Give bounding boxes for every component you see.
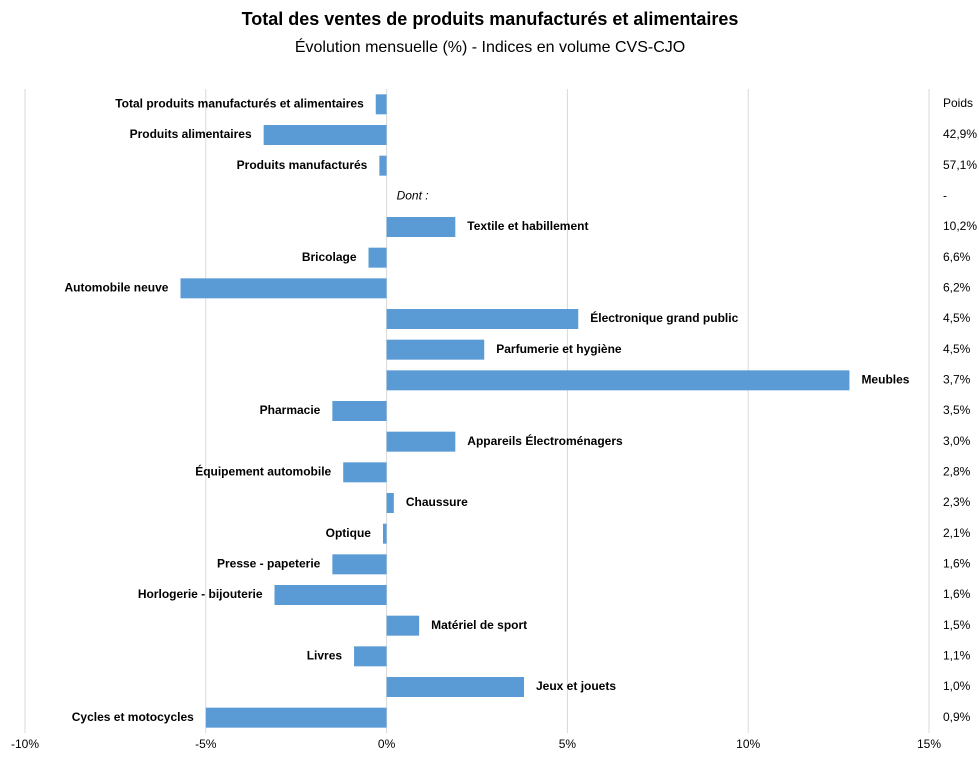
weight-label: 1,1% [943, 649, 971, 663]
category-label: Matériel de sport [431, 618, 527, 632]
weight-label: 0,9% [943, 710, 971, 724]
category-label: Presse - papeterie [217, 557, 321, 571]
bar [386, 339, 485, 360]
chart-title: Total des ventes de produits manufacturé… [242, 9, 739, 29]
weight-label: 6,6% [943, 250, 971, 264]
x-tick-label: 15% [917, 737, 941, 751]
weight-label: 42,9% [943, 127, 977, 141]
category-label: Horlogerie - bijouterie [138, 587, 263, 601]
bar [382, 523, 387, 544]
bar [386, 493, 394, 513]
weight-label: 2,1% [943, 526, 971, 540]
bar [343, 462, 387, 483]
bar [386, 677, 525, 697]
category-label: Jeux et jouets [536, 679, 616, 693]
category-label: Électronique grand public [590, 310, 738, 325]
weight-label: 1,0% [943, 679, 971, 693]
category-label: Parfumerie et hygiène [496, 342, 622, 356]
category-label: Textile et habillement [467, 219, 588, 233]
bar [375, 94, 387, 115]
bar [386, 309, 579, 329]
bar [354, 646, 387, 667]
category-label: Pharmacie [260, 403, 321, 417]
bar [180, 278, 387, 299]
weight-label: 1,6% [943, 557, 971, 571]
category-label: Bricolage [302, 250, 357, 264]
bar [274, 585, 387, 605]
weight-label: 3,5% [943, 403, 971, 417]
category-label: Automobile neuve [64, 281, 168, 295]
bar [386, 370, 850, 391]
bar [332, 554, 387, 575]
category-label: Chaussure [406, 495, 468, 509]
weight-label: 2,8% [943, 465, 971, 479]
weights-title: Poids [943, 96, 973, 110]
category-label: Équipement automobile [195, 464, 331, 479]
weight-label: 1,6% [943, 587, 971, 601]
bar [205, 707, 387, 728]
weight-label: 10,2% [943, 219, 977, 233]
category-label: Livres [307, 649, 343, 663]
bar [386, 217, 456, 237]
weight-label: 2,3% [943, 495, 971, 509]
bar [332, 401, 387, 421]
weight-label: 4,5% [943, 311, 971, 325]
category-label: Cycles et motocycles [72, 710, 194, 724]
category-label: Meubles [861, 373, 909, 387]
x-tick-label: 10% [736, 737, 760, 751]
category-label: Total produits manufacturés et alimentai… [115, 97, 364, 111]
chart-subtitle: Évolution mensuelle (%) - Indices en vol… [295, 37, 685, 56]
weight-label: - [943, 189, 947, 203]
x-tick-label: 5% [559, 737, 577, 751]
x-tick-label: 0% [378, 737, 396, 751]
weight-label: 3,0% [943, 434, 971, 448]
weight-label: 4,5% [943, 342, 971, 356]
category-label: Appareils Électroménagers [467, 433, 623, 448]
bar [368, 247, 387, 268]
weight-label: 3,7% [943, 373, 971, 387]
bar [379, 155, 387, 176]
category-label: Produits manufacturés [237, 158, 368, 172]
bar [386, 431, 456, 452]
category-label: Dont : [397, 189, 429, 203]
bar [386, 615, 420, 636]
bar [263, 125, 387, 145]
weight-label: 6,2% [943, 281, 971, 295]
x-tick-label: -10% [11, 737, 39, 751]
weight-label: 57,1% [943, 158, 977, 172]
weight-label: 1,5% [943, 618, 971, 632]
category-label: Produits alimentaires [130, 127, 252, 141]
category-label: Optique [326, 526, 372, 540]
x-tick-label: -5% [195, 737, 217, 751]
